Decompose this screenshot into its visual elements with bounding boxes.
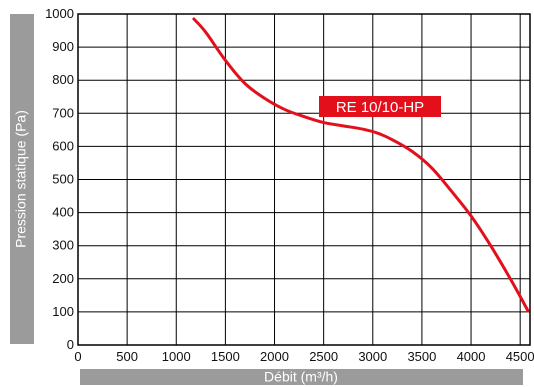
- x-tick-label: 500: [116, 349, 138, 364]
- series-label-background: [319, 96, 441, 117]
- y-axis-title: Pression statique (Pa): [13, 110, 29, 248]
- x-tick-label: 3500: [407, 349, 436, 364]
- y-tick-label: 300: [52, 238, 74, 253]
- y-tick-label: 400: [52, 205, 74, 220]
- y-tick-labels: 0 100 200 300 400 500 600 700 800 900 1000: [45, 6, 74, 352]
- plot-frame: [77, 13, 531, 346]
- series-label: RE 10/10-HP: [336, 99, 424, 116]
- x-tick-label: 2500: [309, 349, 338, 364]
- y-axis-title-band: [10, 14, 34, 344]
- series-line-re-10-10-hp: [192, 17, 530, 313]
- y-tick-label: 600: [52, 138, 74, 153]
- y-tick-label: 700: [52, 105, 74, 120]
- y-tick-label: 100: [52, 304, 74, 319]
- y-tick-label: 0: [67, 337, 74, 352]
- x-tick-label: 4000: [457, 349, 486, 364]
- x-tick-label: 0: [74, 349, 81, 364]
- y-tick-label: 800: [52, 72, 74, 87]
- x-tick-label: 3000: [358, 349, 387, 364]
- x-tick-label: 1000: [162, 349, 191, 364]
- y-tick-label: 500: [52, 172, 74, 187]
- x-tick-label: 2000: [260, 349, 289, 364]
- y-tick-label: 900: [52, 39, 74, 54]
- x-axis-title: Débit (m³/h): [264, 369, 338, 385]
- x-tick-label: 4500: [506, 349, 534, 364]
- grid: [77, 13, 531, 346]
- y-tick-label: 200: [52, 271, 74, 286]
- x-axis-title-band: [80, 369, 523, 385]
- y-tick-label: 1000: [45, 6, 74, 21]
- x-tick-label: 1500: [211, 349, 240, 364]
- x-tick-labels: 0 500 1000 1500 2000 2500 3000 3500 4000 4500: [74, 349, 534, 364]
